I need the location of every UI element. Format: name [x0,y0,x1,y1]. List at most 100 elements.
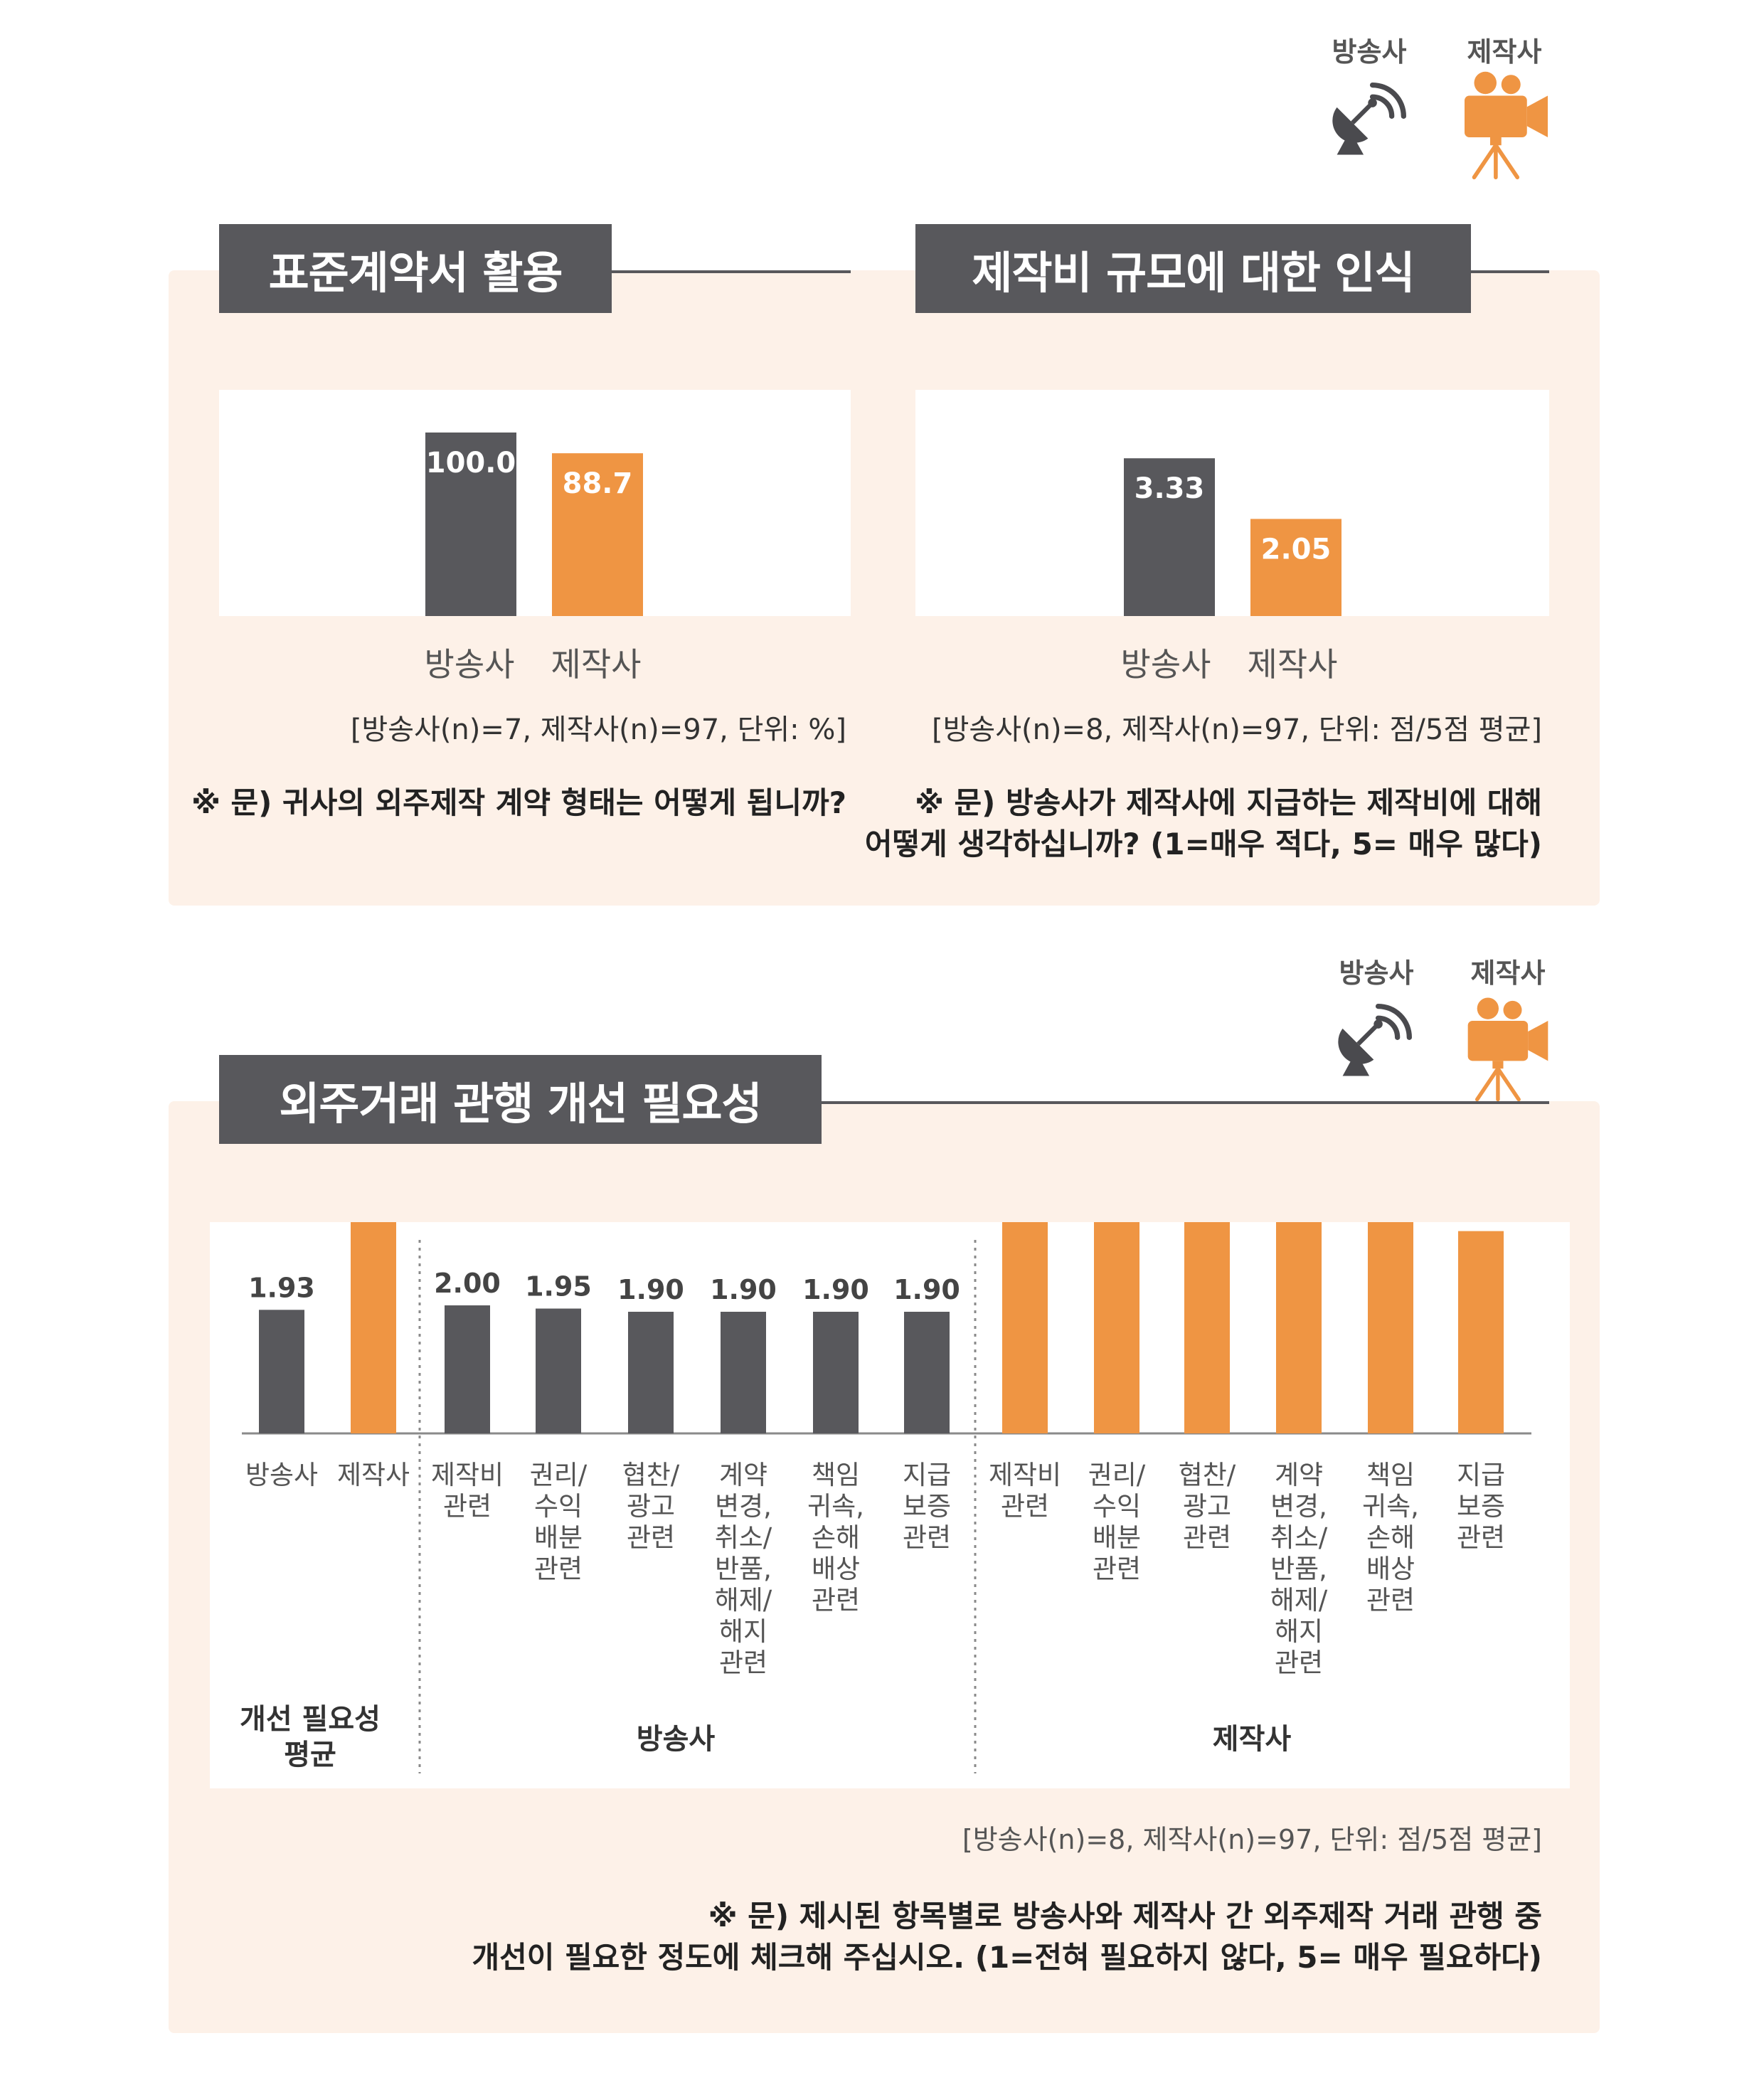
x-tick-label: 계약 [1275,1460,1323,1490]
x-tick-label: 해지 [1275,1616,1323,1647]
bar [259,1310,304,1433]
legend2-producer-label: 제작사 [1470,958,1546,989]
x-tick-label: 보증 [1457,1491,1505,1522]
bar [1458,1231,1504,1433]
x-tick-label: 지급 [1457,1460,1505,1490]
section2-note: [방송사(n)=8, 제작사(n)=97, 단위: 점/5점 평균] [931,714,1542,746]
bar-value-label: 2.00 [434,1268,501,1299]
chart1-x-label-producer: 제작사 [551,645,642,684]
legend2-broadcaster-label: 방송사 [1339,958,1414,989]
section3-question-line1: ※ 문) 제시된 항목별로 방송사와 제작사 간 외주제작 거래 관행 중 [708,1899,1542,1933]
bar [445,1305,490,1433]
section2-title: 제작비 규모에 대한 인식 [915,224,1471,313]
bar-value-label: 1.95 [525,1271,592,1303]
x-tick-label: 지급 [903,1460,951,1490]
x-tick-label: 귀속, [807,1491,864,1522]
x-tick-label: 배상 [1366,1554,1415,1584]
x-tick-label: 변경, [1270,1491,1327,1522]
x-tick-label: 보증 [903,1491,951,1522]
bar [813,1312,859,1433]
chart3-plot-area [210,1222,1570,1788]
x-tick-label: 관련 [1093,1554,1141,1584]
bar-value-label: 1.93 [248,1272,315,1303]
x-tick-label: 손해 [1366,1522,1415,1553]
x-tick-label: 관련 [1366,1585,1415,1616]
x-tick-label: 제작비 [989,1460,1061,1490]
bar [1094,1222,1139,1433]
x-tick-label: 취소/ [715,1522,772,1553]
x-tick-label: 관련 [627,1522,675,1553]
x-tick-label: 광고 [627,1491,675,1522]
x-tick-label: 반품, [715,1554,772,1584]
bar-producer [1250,519,1341,616]
x-tick-label: 제작비 [431,1460,504,1490]
bar-value-label: 3.33 [1135,472,1205,505]
section2-question-line2: 어떻게 생각하십니까? (1=매우 적다, 5= 매우 많다) [864,827,1542,861]
x-tick-label: 관련 [812,1585,860,1616]
section3-header-line [822,1101,1549,1104]
section3-note: [방송사(n)=8, 제작사(n)=97, 단위: 점/5점 평균] [962,1824,1542,1855]
chart2-x-label-producer: 제작사 [1247,645,1338,684]
section2-header-line [1471,270,1549,273]
bar-value-label: 2.05 [1261,533,1332,566]
x-tick-label: 계약 [719,1460,767,1490]
x-tick-label: 귀속, [1362,1491,1419,1522]
section1-header-line [612,270,851,273]
x-tick-label: 배분 [1093,1522,1141,1553]
bar [351,1222,396,1433]
x-tick-label: 해제/ [1270,1585,1328,1616]
group-label: 평균 [284,1739,336,1771]
bar-broadcaster [1124,458,1215,616]
x-tick-label: 협찬/ [1179,1460,1236,1490]
bar [721,1312,766,1433]
bar [628,1312,674,1433]
chart3: 1.93방송사3.56제작사개선 필요성평균2.00제작비관련1.95권리/수익… [240,1222,1531,1773]
legend-broadcaster-label: 방송사 [1332,36,1407,68]
bar [1276,1222,1322,1433]
section1-question: ※ 문) 귀사의 외주제작 계약 형태는 어떻게 됩니까? [191,785,846,820]
x-tick-label: 권리/ [530,1460,588,1490]
section1-note: [방송사(n)=7, 제작사(n)=97, 단위: %] [350,714,846,746]
section3-question-line2: 개선이 필요한 정도에 체크해 주십시오. (1=전혀 필요하지 않다, 5= … [472,1940,1542,1975]
x-tick-label: 해제/ [715,1585,772,1616]
bar-value-label: 3.16 [1447,1222,1514,1225]
group-label: 개선 필요성 [240,1703,381,1736]
bar [1184,1222,1230,1433]
x-tick-label: 관련 [1183,1522,1231,1553]
x-tick-label: 반품, [1270,1554,1327,1584]
bar-value-label: 1.90 [710,1274,777,1305]
chart2: 3.33 2.05 [1124,458,1341,616]
bar-value-label: 1.90 [802,1274,869,1305]
bar [1368,1222,1413,1433]
x-tick-label: 책임 [812,1460,860,1490]
chart2-x-label-broadcaster: 방송사 [1120,645,1211,684]
legend-producer-label: 제작사 [1467,36,1542,68]
x-tick-label: 광고 [1183,1491,1231,1522]
satellite-dish-icon [1338,1003,1412,1076]
bar [536,1308,581,1433]
chart1: 100.0 88.7 [425,433,643,616]
group-label: 방송사 [637,1723,716,1756]
satellite-dish-icon [1332,82,1406,155]
x-tick-label: 수익 [1093,1491,1141,1522]
chart1-plot-area [219,390,851,616]
x-tick-label: 배상 [812,1554,860,1584]
x-tick-label: 관련 [443,1491,492,1522]
x-tick-label: 해지 [719,1616,767,1647]
x-tick-label: 방송사 [245,1460,318,1490]
x-tick-label: 관련 [1457,1522,1505,1553]
bar [904,1312,950,1433]
bar-value-label: 1.90 [617,1274,684,1305]
section1-title: 표준계약서 활용 [219,224,612,313]
x-tick-label: 관련 [1001,1491,1049,1522]
bar-value-label: 88.7 [563,467,633,500]
bar-value-label: 1.90 [893,1274,960,1305]
x-tick-label: 관련 [903,1522,951,1553]
video-camera-icon [1465,71,1548,180]
bar-producer [552,453,643,616]
video-camera-icon [1467,997,1548,1102]
section3-title: 외주거래 관행 개선 필요성 [219,1055,822,1144]
x-tick-label: 제작사 [337,1460,410,1490]
x-tick-label: 손해 [812,1522,860,1553]
x-tick-label: 권리/ [1088,1460,1146,1490]
